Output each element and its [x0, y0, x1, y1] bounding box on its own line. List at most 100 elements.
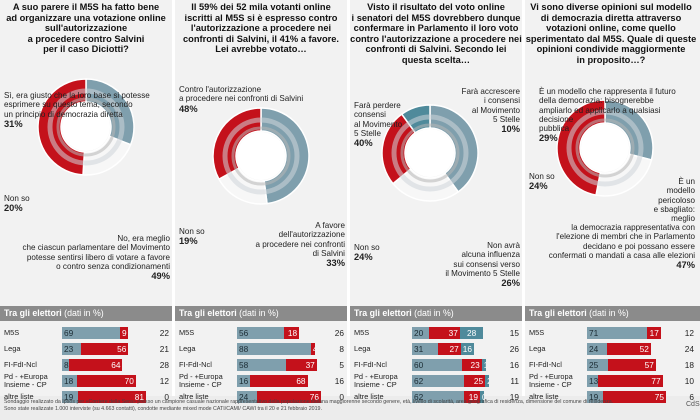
bar-segment: 71: [587, 327, 647, 339]
label-text: Sì, era giusto che la loro base si potes…: [4, 91, 150, 119]
row-label: FI-FdI-Ncl: [4, 360, 37, 369]
row-label: Lega: [179, 344, 196, 353]
label-text: Non so: [179, 227, 205, 237]
bar-segment: 19: [587, 391, 603, 403]
row-value: 6: [689, 392, 694, 402]
stacked-bar: 58 37: [237, 359, 321, 371]
row-label: FI-FdI-Ncl: [179, 360, 212, 369]
bar-segment: 24: [237, 391, 258, 403]
label-text: No, era meglio che ciascun parlamentare …: [22, 234, 170, 271]
label-value: 24%: [354, 252, 373, 263]
bar-segment: 20: [412, 327, 429, 339]
label-nonso: Non so 24%: [354, 234, 414, 272]
row-label: M5S: [179, 328, 195, 337]
donut-chart: [556, 99, 654, 197]
row-label: FI-FdI-Ncl: [529, 360, 562, 369]
question: A suo parere il M5S ha fatto bene ad org…: [6, 2, 166, 55]
footnote: Sondaggio realizzato da Ipsos per «Corri…: [4, 399, 614, 412]
row-label: Pd - +Europa Insieme - CP: [179, 372, 223, 389]
bar-segment: 19: [62, 391, 78, 403]
panel-1: A suo parere il M5S ha fatto bene ad org…: [0, 0, 172, 403]
label-text: Contro l'autorizzazione a procedere nei …: [179, 85, 304, 104]
row-label: FI-FdI-Ncl: [354, 360, 387, 369]
donut-chart: [212, 107, 310, 205]
electorate-header: Tra gli elettori (dati in %): [350, 306, 522, 321]
label-value: 33%: [326, 258, 345, 269]
question: Visto il risultato del voto online i sen…: [350, 2, 522, 65]
ring-decoration: [575, 118, 635, 178]
header-title: Tra gli elettori: [4, 308, 62, 318]
bar-segment: 25: [587, 359, 608, 371]
label-nonso: Non so 24%: [529, 163, 579, 201]
bar-segment: 2: [485, 375, 490, 387]
label-nonso: Non so 19%: [179, 218, 239, 256]
bar-segment: 52: [607, 343, 651, 355]
stacked-bar: 18 70: [62, 375, 146, 387]
row-value: 8: [339, 344, 344, 354]
label-si: Sì, era giusto che la loro base si potes…: [4, 82, 169, 139]
stacked-bar: 25 57: [587, 359, 671, 371]
electorate-row: altre liste 19 75 6: [525, 389, 697, 405]
electorate-row: altre liste6219019: [350, 389, 522, 405]
row-value: 10: [684, 376, 694, 386]
label-text: È un modello pericoloso e sbagliato: meg…: [548, 177, 695, 260]
bar-segment: 37: [285, 359, 317, 371]
row-label: altre liste: [529, 392, 559, 401]
bar-segment: 37: [428, 327, 460, 339]
header-title: Tra gli elettori: [529, 308, 587, 318]
row-label: altre liste: [4, 392, 34, 401]
row-value: 21: [159, 344, 169, 354]
label-text: Farà perdere consensi al Movimento 5 Ste…: [354, 101, 403, 138]
donut-chart: [381, 104, 479, 202]
bar-segment: 24: [587, 343, 608, 355]
bar-segment: 13: [587, 375, 598, 387]
header-unit: (dati in %): [239, 308, 279, 318]
bar-segment: 81: [77, 391, 146, 403]
stacked-bar: 69 9: [62, 327, 146, 339]
row-value: 15: [509, 328, 519, 338]
panel-2: Il 59% dei 52 mila votanti online iscrit…: [175, 0, 347, 403]
question: Il 59% dei 52 mila votanti online iscrit…: [182, 2, 340, 55]
label-value: 26%: [501, 278, 520, 289]
bar-segment: 57: [608, 359, 656, 371]
electorate-row: M5S 71 17 12: [525, 325, 697, 341]
label-nessuna: Non avrà alcuna influenza sui consensi v…: [420, 232, 520, 298]
row-value: 18: [684, 360, 694, 370]
label-pericoloso: È un modello pericoloso e sbagliato: meg…: [527, 168, 695, 280]
row-label: Pd - +Europa Insieme - CP: [4, 372, 48, 389]
bar-segment: 27: [438, 343, 461, 355]
stacked-bar: 16 68: [237, 375, 321, 387]
electorate-row: M5S 20 37 28 15: [350, 325, 522, 341]
label-nonso: Non so 20%: [4, 185, 64, 223]
electorate-row: FI-FdI-Ncl 58 37 5: [175, 357, 347, 373]
bar-segment: 23: [62, 343, 82, 355]
donut-hole: [237, 132, 285, 180]
row-value: 11: [510, 376, 519, 386]
row-label: M5S: [354, 328, 370, 337]
electorate-row: Pd - +Europa Insieme - CP 18 70 12: [0, 373, 172, 389]
electorate-row: Pd - +Europa Insieme - CP 13 77 10: [525, 373, 697, 389]
bar-segment: 68: [250, 375, 308, 387]
divider: [522, 0, 525, 396]
row-value: 16: [334, 376, 344, 386]
bar-segment: 9: [119, 327, 128, 339]
bar-segment: 4: [310, 343, 315, 355]
ring-decoration: [231, 126, 291, 186]
panel-4: Vi sono diverse opinioni sul modello di …: [525, 0, 700, 403]
donut-chart: [37, 78, 135, 176]
stacked-bar: 23 56: [62, 343, 146, 355]
label-accrescere: Farà accrescere i consensi al Movimento …: [446, 78, 520, 144]
divider: [172, 0, 175, 396]
bar-segment: 60: [412, 359, 463, 371]
label-value: 19%: [179, 236, 198, 247]
row-label: Pd - +Europa Insieme - CP: [529, 372, 573, 389]
electorate-row: M5S 69 9 22: [0, 325, 172, 341]
publisher-logo: CdS: [686, 401, 700, 408]
ring-decoration: [222, 117, 300, 195]
label-value: 31%: [4, 118, 23, 129]
stacked-bar: 31 27 16: [412, 343, 496, 355]
bar-segment: 16: [460, 343, 475, 355]
label-contro: Contro l'autorizzazione a procedere nei …: [179, 76, 344, 123]
bar-segment: 56: [237, 327, 285, 339]
